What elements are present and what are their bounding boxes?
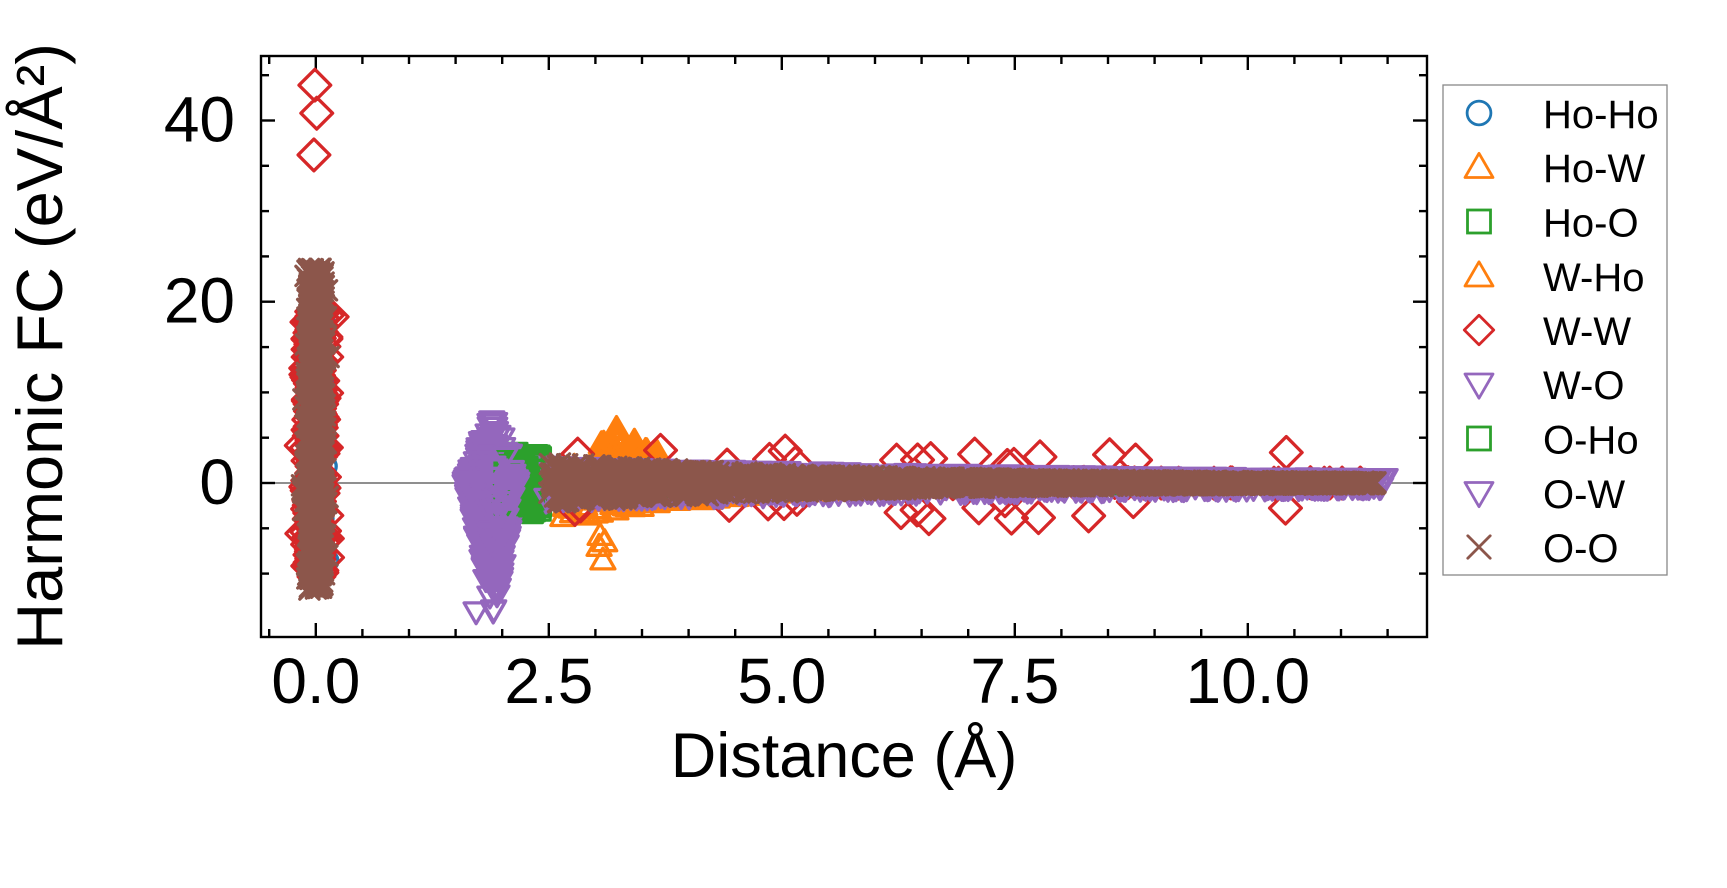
svg-text:10.0: 10.0	[1186, 645, 1311, 717]
svg-text:O-W: O-W	[1543, 473, 1625, 517]
svg-text:0.0: 0.0	[271, 645, 360, 717]
svg-text:Distance (Å): Distance (Å)	[671, 721, 1018, 791]
svg-text:20: 20	[164, 265, 235, 337]
svg-text:W-O: W-O	[1543, 364, 1624, 408]
svg-text:Ho-O: Ho-O	[1543, 202, 1639, 246]
svg-text:2.5: 2.5	[504, 645, 593, 717]
svg-text:0: 0	[199, 446, 235, 518]
svg-text:W-W: W-W	[1543, 310, 1631, 354]
svg-text:Ho-Ho: Ho-Ho	[1543, 93, 1659, 137]
svg-text:W-Ho: W-Ho	[1543, 256, 1644, 300]
svg-text:40: 40	[164, 84, 235, 156]
svg-text:O-Ho: O-Ho	[1543, 419, 1639, 463]
svg-text:5.0: 5.0	[737, 645, 826, 717]
svg-text:Harmonic FC (eV/Å²): Harmonic FC (eV/Å²)	[3, 43, 76, 650]
svg-text:Ho-W: Ho-W	[1543, 147, 1645, 191]
svg-text:O-O: O-O	[1543, 527, 1619, 571]
svg-text:7.5: 7.5	[970, 645, 1059, 717]
